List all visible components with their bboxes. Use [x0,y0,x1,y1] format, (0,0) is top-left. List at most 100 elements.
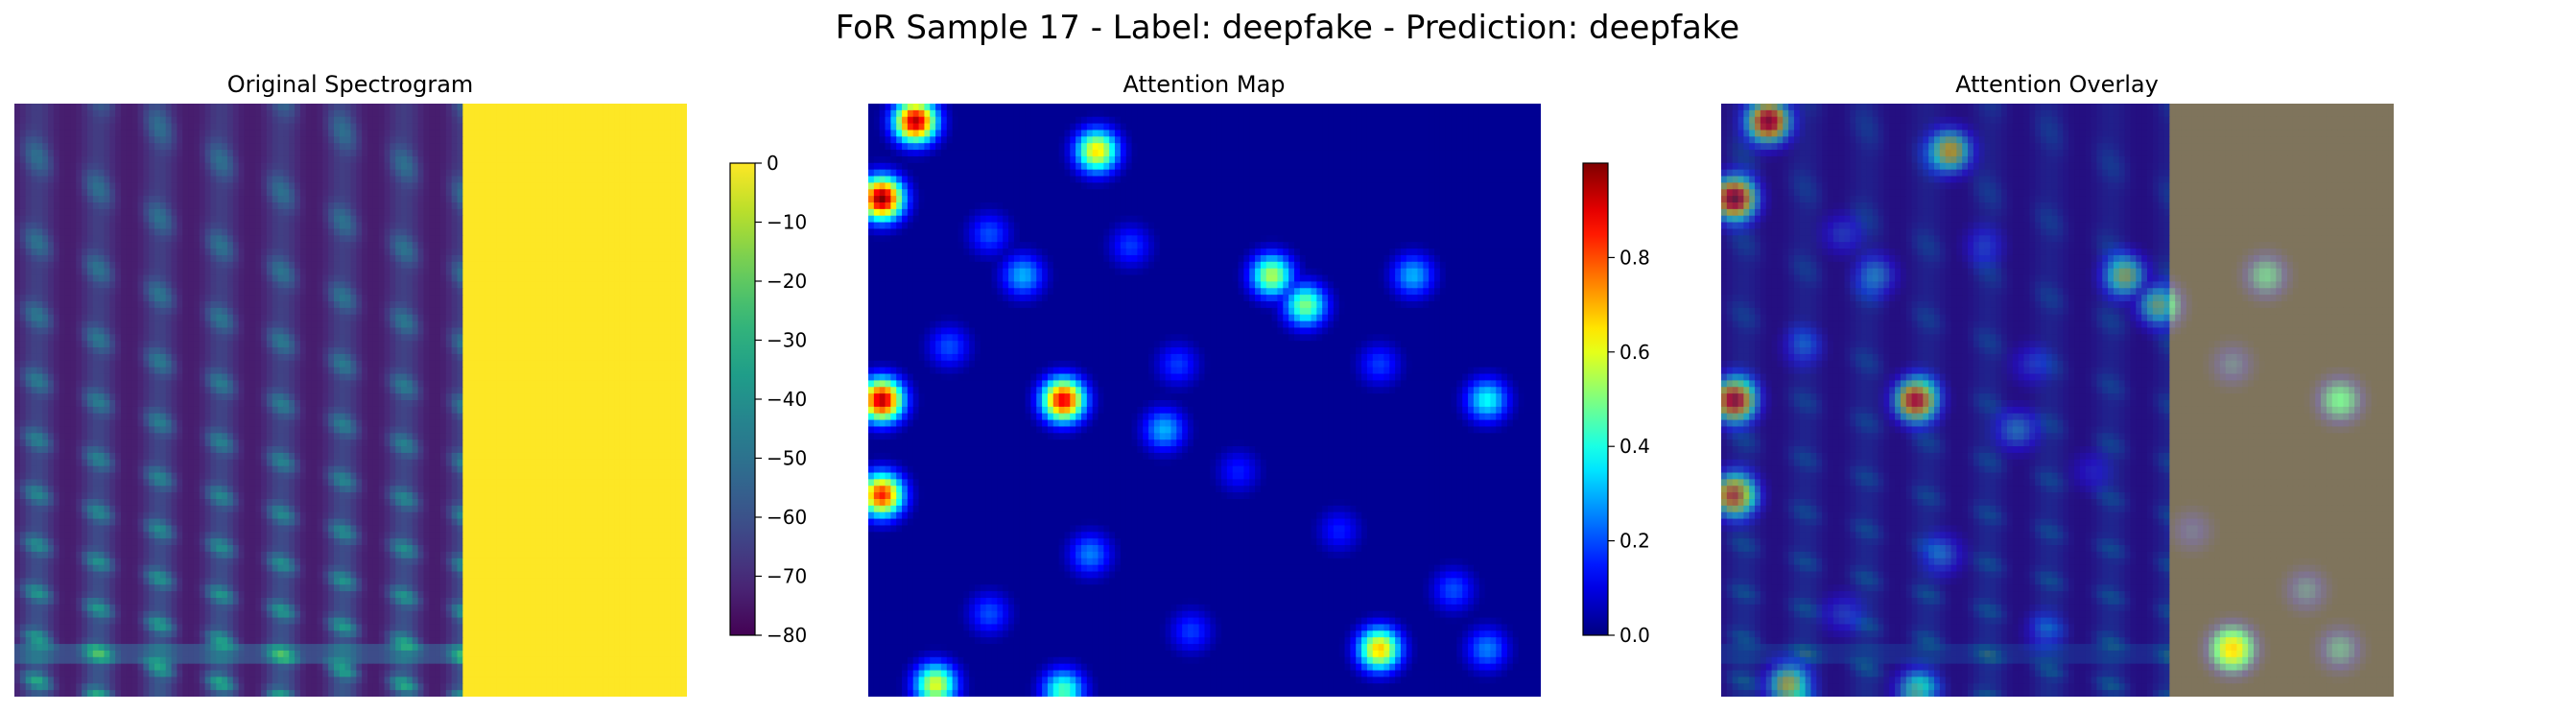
spectrogram-cell [154,288,161,296]
spectrogram-cell [328,150,335,157]
spectrogram-cell [159,150,167,157]
spectrogram-cell [19,320,27,329]
spectrogram-cell [541,242,548,249]
spectrogram-cell [530,222,536,230]
spectrogram-cell [238,169,246,178]
spectrogram-cell [266,268,273,276]
spectrogram-cell [204,155,212,164]
spectrogram-cell [670,242,676,249]
spectrogram-cell [42,261,49,270]
spectrogram-cell [530,155,536,164]
spectrogram-cell [255,268,262,276]
spectrogram-cell [76,373,83,381]
spectrogram-cell [322,169,329,178]
spectrogram-cell [496,295,503,302]
spectrogram-cell [131,130,139,137]
spectrogram-cell [177,261,183,270]
spectrogram-cell [630,143,638,151]
spectrogram-cell [439,196,447,203]
spectrogram-cell [115,334,122,342]
spectrogram-cell [266,353,273,362]
spectrogram-cell [36,104,43,111]
spectrogram-cell [350,347,357,355]
spectrogram-cell [636,143,643,151]
spectrogram-cell [557,143,565,151]
spectrogram-cell [518,189,526,197]
spectrogram-cell [395,295,402,302]
spectrogram-cell [384,307,390,316]
spectrogram-cell [457,169,463,178]
spectrogram-cell [295,155,301,164]
spectrogram-cell [333,169,341,178]
spectrogram-cell [530,307,536,316]
spectrogram-cell [143,169,150,178]
spectrogram-cell [569,360,576,368]
spectrogram-cell [328,254,335,263]
spectrogram-cell [177,320,183,329]
spectrogram-cell [244,116,250,125]
spectrogram-cell [244,320,250,329]
spectrogram-cell [149,249,155,256]
spectrogram-cell [42,176,49,183]
spectrogram-cell [496,254,503,263]
spectrogram-cell [502,254,508,263]
spectrogram-cell [289,307,295,316]
spectrogram-cell [204,176,212,183]
spectrogram-cell [216,202,223,210]
spectrogram-cell [417,249,425,256]
spectrogram-cell [165,347,173,355]
spectrogram-cell [563,320,570,329]
spectrogram-cell [457,130,463,137]
spectrogram-cell [530,202,536,210]
spectrogram-cell [648,261,654,270]
spectrogram-cell [580,123,587,131]
spectrogram-cell [557,123,565,131]
spectrogram-cell [429,254,436,263]
spectrogram-cell [378,235,386,243]
spectrogram-cell [350,182,357,190]
spectrogram-cell [188,222,195,230]
spectrogram-cell [625,155,632,164]
spectrogram-cell [468,176,475,183]
spectrogram-cell [249,281,256,289]
spectrogram-cell [92,143,100,151]
spectrogram-cell [530,150,536,157]
spectrogram-cell [48,367,55,375]
spectrogram-cell [76,136,83,144]
spectrogram-cell [541,295,548,302]
spectrogram-cell [451,235,459,243]
spectrogram-cell [289,169,295,178]
spectrogram-cell [664,208,672,217]
spectrogram-cell [295,288,301,296]
spectrogram-cell [104,295,110,302]
spectrogram-cell [266,281,273,289]
spectrogram-cell [429,274,436,282]
spectrogram-cell [367,281,374,289]
spectrogram-cell [339,301,346,309]
spectrogram-cell [675,196,682,203]
spectrogram-cell [614,116,621,125]
spectrogram-cell [19,268,27,276]
spectrogram-cell [149,307,155,316]
spectrogram-cell [126,155,133,164]
spectrogram-cell [188,130,195,137]
spectrogram-cell [36,222,43,230]
spectrogram-cell [154,150,161,157]
spectrogram-cell [177,360,183,368]
spectrogram-cell [417,222,425,230]
spectrogram-cell [557,242,565,249]
spectrogram-cell [608,281,615,289]
spectrogram-cell [378,295,386,302]
spectrogram-cell [395,261,402,270]
spectrogram-cell [435,116,441,125]
spectrogram-cell [412,320,419,329]
spectrogram-cell [552,116,559,125]
spectrogram-cell [299,155,307,164]
spectrogram-cell [614,143,621,151]
spectrogram-cell [401,268,408,276]
spectrogram-cell [642,155,649,164]
spectrogram-cell [512,235,520,243]
spectrogram-cell [395,162,402,171]
spectrogram-cell [384,116,390,125]
spectrogram-cell [48,320,55,329]
